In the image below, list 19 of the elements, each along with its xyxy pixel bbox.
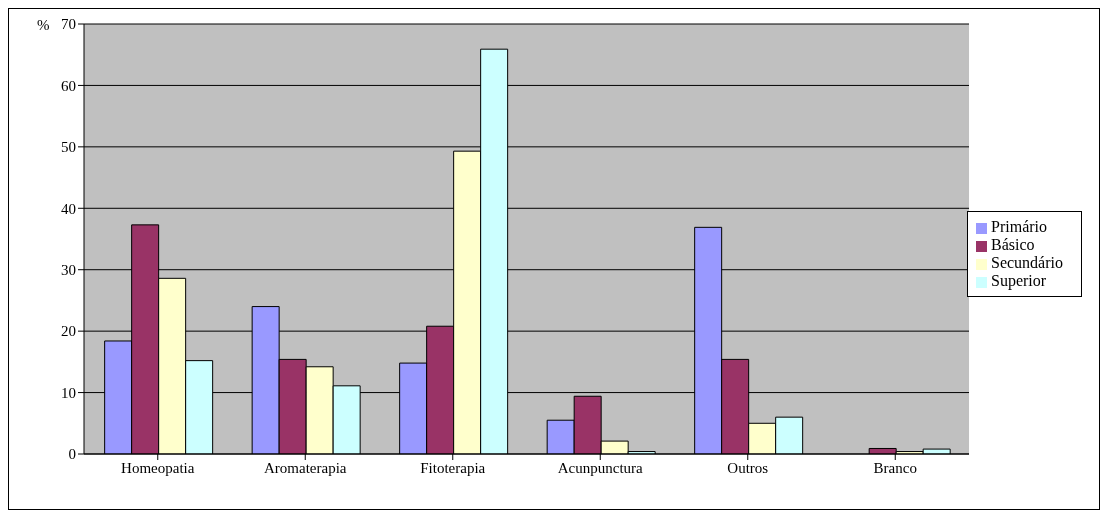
y-tick-label: 60 (61, 77, 76, 94)
y-tick-label: 70 (61, 16, 76, 33)
y-tick-label: 50 (61, 139, 76, 156)
legend-label: Primário (991, 218, 1048, 235)
x-tick-label: Acunpunctura (557, 459, 644, 476)
y-tick-label: 0 (68, 446, 76, 463)
y-tick-label: 30 (61, 262, 76, 279)
x-tick-label: Homeopatia (121, 459, 195, 476)
y-axis-title: % (37, 17, 50, 34)
y-tick-label: 10 (61, 384, 76, 401)
x-tick-label: Branco (873, 459, 917, 476)
x-tick-label: Outros (727, 459, 769, 476)
x-tick-label: Aromaterapia (264, 459, 347, 476)
legend-label: Secundário (991, 254, 1063, 271)
legend-label: Básico (991, 236, 1035, 253)
legend-label: Superior (991, 272, 1047, 289)
y-tick-label: 40 (61, 200, 76, 217)
y-tick-label: 20 (61, 323, 76, 340)
x-tick-label: Fitoterapia (420, 459, 486, 476)
